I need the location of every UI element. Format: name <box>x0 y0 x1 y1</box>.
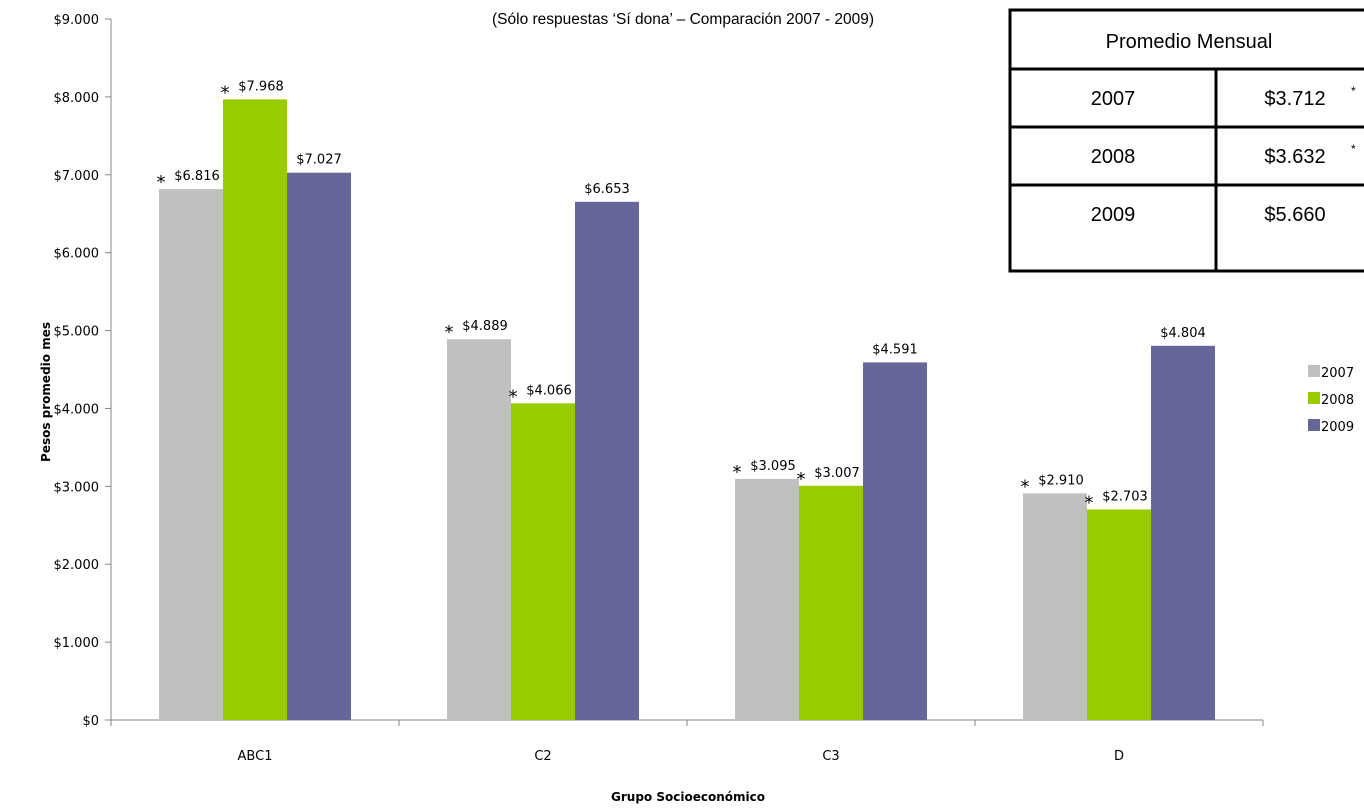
legend-swatch <box>1308 392 1320 404</box>
data-label: $2.910 <box>1038 473 1084 488</box>
bar <box>511 403 575 720</box>
legend: 2007 2008 2009 <box>1308 365 1354 435</box>
bar <box>1023 493 1087 720</box>
data-label: $6.653 <box>584 182 630 197</box>
bar <box>1087 509 1151 720</box>
data-label: $7.027 <box>296 153 342 168</box>
summary-mark: * <box>1351 142 1356 156</box>
x-tick-label: D <box>1114 749 1124 764</box>
legend-label: 2008 <box>1321 393 1354 408</box>
summary-table-border <box>1008 8 1364 273</box>
significance-star: * <box>797 469 806 490</box>
bar <box>735 478 799 720</box>
chart-subtitle: (Sólo respuestas ‘Sí dona’ – Comparación… <box>492 11 874 28</box>
summary-year: 2009 <box>1091 204 1136 226</box>
data-label: $7.968 <box>238 79 284 94</box>
data-label: $4.804 <box>1160 326 1206 341</box>
legend-swatch <box>1308 419 1320 431</box>
bar <box>863 362 927 720</box>
significance-star: * <box>509 386 518 407</box>
bar <box>575 201 639 720</box>
y-tick-label: $7.000 <box>54 169 100 184</box>
significance-star: * <box>221 82 230 103</box>
summary-value: $5.660 <box>1264 204 1325 226</box>
summary-value: $3.712 <box>1264 88 1325 110</box>
y-tick-label: $3.000 <box>54 480 100 495</box>
legend-label: 2007 <box>1321 366 1354 381</box>
y-tick-label: $6.000 <box>54 247 100 262</box>
legend-swatch <box>1308 365 1320 377</box>
y-axis-title: Pesos promedio mes <box>39 322 53 462</box>
significance-star: * <box>733 462 742 483</box>
y-tick-label: $9.000 <box>54 13 100 28</box>
y-axis: $0 $1.000 $2.000 $3.000 $4.000 $5.000 $6.000 $7… <box>54 13 112 729</box>
y-tick-label: $5.000 <box>54 325 100 340</box>
bars <box>159 99 1215 721</box>
bar <box>287 172 351 720</box>
significance-star: * <box>1085 492 1094 513</box>
y-tick-label: $2.000 <box>54 558 100 573</box>
data-label: $3.007 <box>814 466 860 481</box>
summary-year: 2007 <box>1091 88 1136 110</box>
significance-star: * <box>1021 476 1030 497</box>
y-tick-label: $4.000 <box>54 402 100 417</box>
data-label: $3.095 <box>750 459 796 474</box>
data-label: $4.591 <box>872 342 918 357</box>
x-tick-label: ABC1 <box>238 749 273 764</box>
summary-value: $3.632 <box>1264 146 1325 168</box>
legend-label: 2009 <box>1321 420 1354 435</box>
x-axis-title: Grupo Socioeconómico <box>611 790 765 804</box>
data-label: $6.816 <box>174 169 220 184</box>
significance-star: * <box>157 172 166 193</box>
summary-table: Promedio Mensual 2007 $3.712 * 2008 $3.632 * 2… <box>1008 8 1364 273</box>
x-axis: ABC1 C2 C3 D <box>110 719 1264 764</box>
data-label: $2.703 <box>1102 489 1148 504</box>
y-tick-label: $8.000 <box>54 91 100 106</box>
summary-year: 2008 <box>1091 146 1136 168</box>
data-label: $4.066 <box>526 383 572 398</box>
x-tick-label: C2 <box>534 749 551 764</box>
y-tick-label: $0 <box>82 714 99 729</box>
summary-mark: * <box>1351 84 1356 98</box>
data-labels: $6.816 * $7.968 * $7.027 $4.889 * $4.066 * $6.653… <box>157 79 1206 513</box>
bar <box>799 485 863 720</box>
significance-star: * <box>445 322 454 343</box>
summary-table-header: Promedio Mensual <box>1106 31 1273 53</box>
bar <box>447 339 511 720</box>
x-tick-label: C3 <box>822 749 839 764</box>
bar <box>223 99 287 720</box>
bar <box>159 189 223 721</box>
data-label: $4.889 <box>462 319 508 334</box>
bar <box>1151 345 1215 720</box>
y-tick-label: $1.000 <box>54 636 100 651</box>
